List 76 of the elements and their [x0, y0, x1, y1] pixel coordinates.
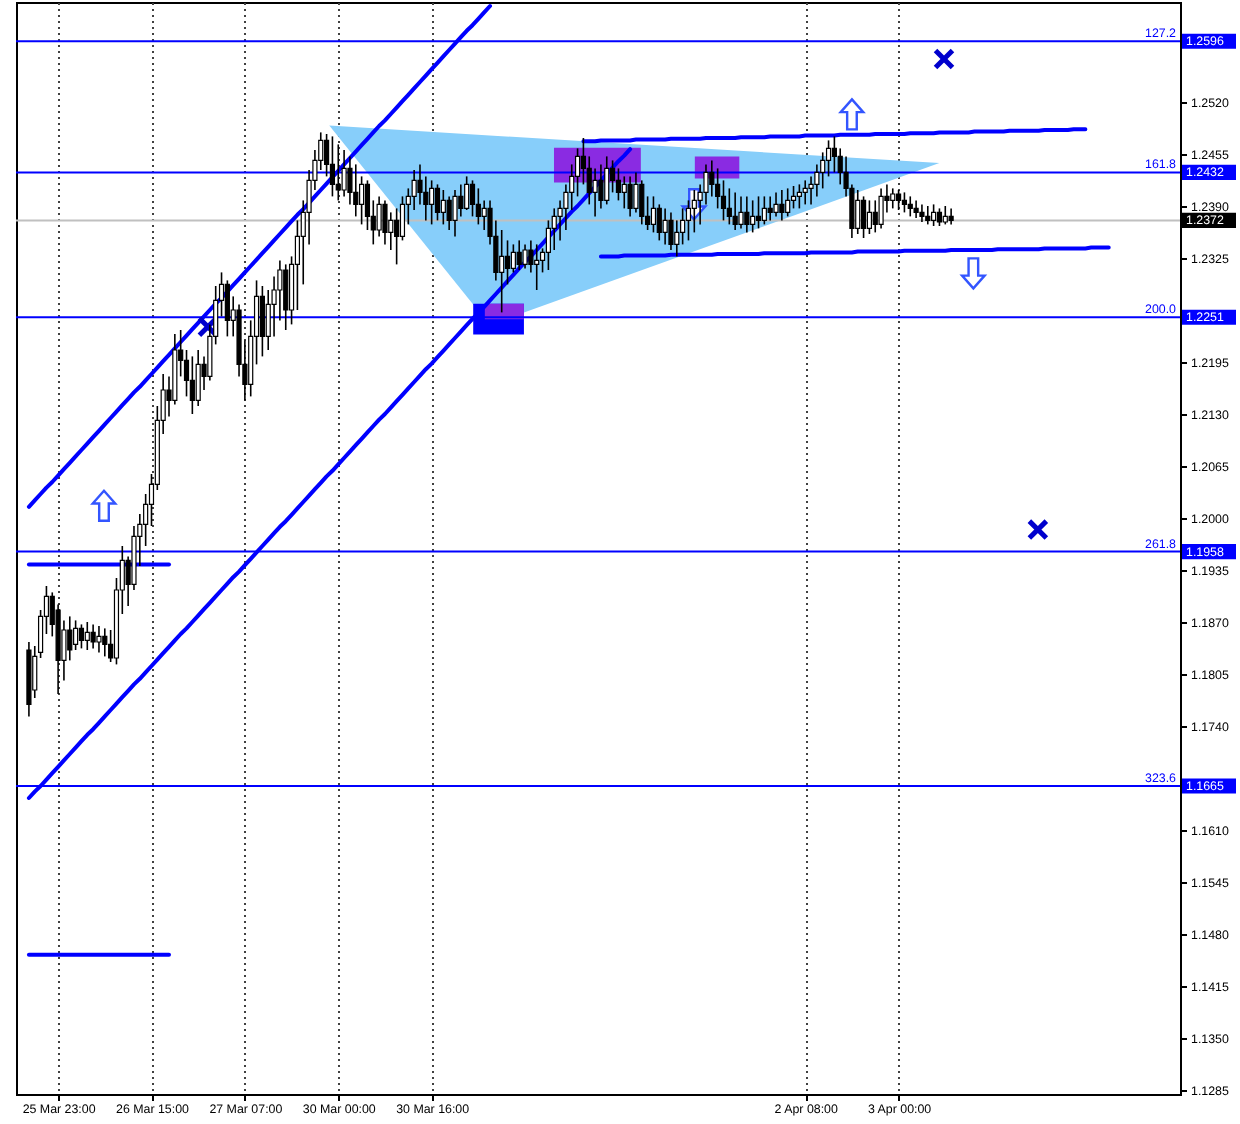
candlestick: [761, 195, 767, 226]
candlestick: [394, 207, 400, 266]
candlestick: [919, 203, 925, 223]
candlestick: [925, 205, 931, 226]
candlestick: [802, 179, 808, 206]
candlestick: [376, 195, 382, 238]
candlestick: [516, 239, 522, 271]
candlestick: [779, 189, 785, 222]
candlestick: [907, 195, 913, 218]
candlestick: [890, 187, 896, 210]
candlestick: [650, 195, 657, 234]
candlestick: [872, 199, 878, 234]
candlestick: [627, 175, 633, 218]
candlestick: [732, 191, 738, 231]
candlestick: [609, 159, 616, 194]
candlestick: [773, 191, 779, 218]
candlestick: [866, 199, 873, 235]
candlestick: [738, 195, 744, 230]
candlestick: [796, 183, 802, 210]
candlestick: [429, 179, 435, 226]
candlestick: [901, 191, 908, 214]
candlestick: [942, 205, 948, 226]
candlestick: [475, 187, 481, 226]
candlestick: [592, 167, 598, 218]
candlestick: [656, 203, 662, 242]
candlestick: [750, 199, 756, 234]
candlestick: [283, 263, 289, 331]
candlestick: [878, 187, 884, 230]
candlestick: [189, 355, 195, 415]
candlestick: [452, 189, 458, 238]
candlestick: [767, 195, 773, 222]
candlestick: [388, 211, 394, 251]
candlestick: [481, 199, 487, 231]
candlestick: [790, 185, 797, 210]
candlestick: [96, 625, 102, 654]
candlestick: [195, 349, 201, 407]
candlestick: [446, 195, 452, 231]
candlestick: [691, 189, 697, 234]
candlestick: [931, 203, 937, 227]
candlestick: [534, 243, 540, 291]
candlestick: [522, 243, 528, 270]
candlestick: [615, 167, 622, 202]
candlestick: [633, 171, 639, 214]
candlestick: [895, 189, 902, 211]
candlestick: [78, 623, 85, 650]
candlestick: [860, 195, 867, 239]
candlestick: [755, 195, 762, 230]
candlestick: [329, 135, 336, 198]
candlestick: [785, 187, 791, 218]
candlestick: [341, 149, 347, 198]
candlestick: [668, 211, 674, 251]
candlestick: [639, 179, 645, 226]
candlestick: [464, 175, 470, 211]
candlestick: [224, 279, 230, 338]
candlestick: [662, 207, 668, 246]
candlestick: [499, 229, 505, 314]
candlestick: [434, 183, 441, 222]
candlestick: [102, 627, 108, 658]
candlestick: [382, 199, 388, 246]
candlestick: [504, 239, 511, 286]
candlestick: [744, 195, 750, 234]
candlestick: [726, 187, 732, 226]
candlestick: [621, 175, 627, 210]
candlestick: [335, 143, 341, 202]
candlestick: [604, 155, 610, 206]
candlestick: [913, 199, 919, 219]
candlestick: [855, 189, 861, 235]
candlestick: [90, 623, 96, 650]
candlestick: [458, 183, 464, 218]
candlestick: [67, 615, 73, 662]
candlestick: [84, 621, 90, 651]
candlestick: [598, 163, 604, 210]
candlestick: [353, 163, 359, 218]
candlestick: [440, 189, 446, 226]
candlestick: [259, 285, 265, 358]
candlestick: [469, 179, 476, 218]
